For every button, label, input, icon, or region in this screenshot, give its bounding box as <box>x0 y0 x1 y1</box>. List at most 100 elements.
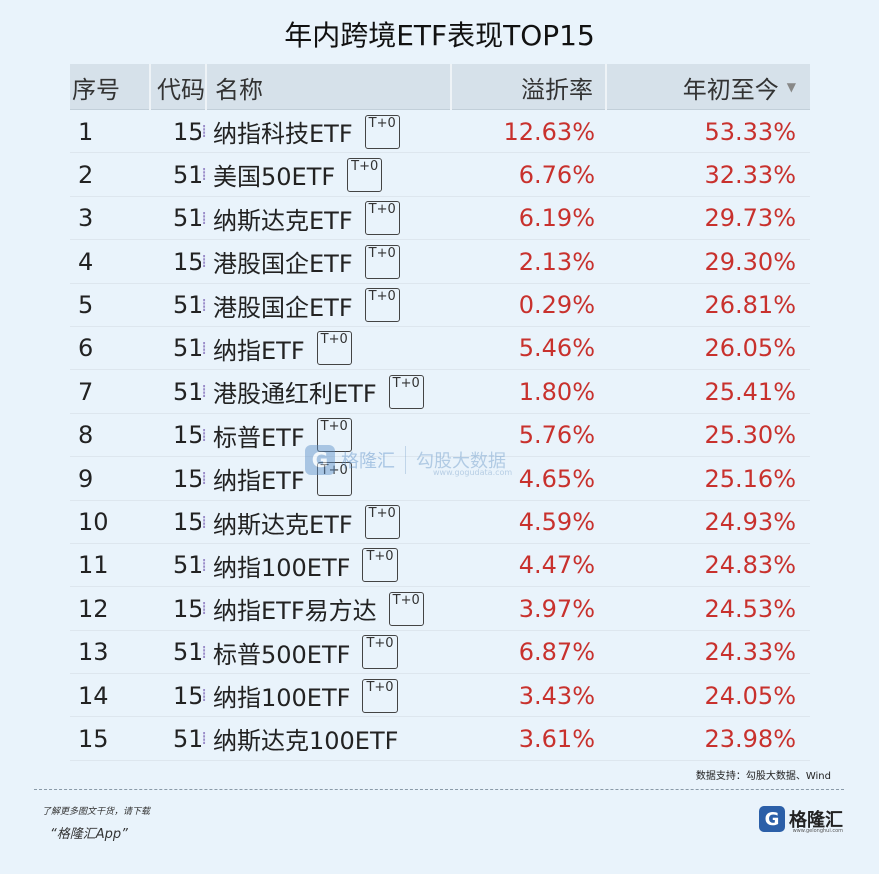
row-code-value: 15 <box>173 117 202 146</box>
table-row[interactable]: 13 51 ⁞ 标普500ETF T+0 6.87% 24.33% <box>70 631 810 675</box>
row-code-value: 51 <box>173 724 202 753</box>
row-premium: 6.19% <box>518 204 595 233</box>
row-ytd: 24.93% <box>704 508 796 537</box>
row-index: 1 <box>78 117 94 146</box>
row-name: 标普500ETF T+0 <box>207 631 452 674</box>
t0-badge: T+0 <box>362 635 398 670</box>
row-name: 纳指ETF T+0 <box>207 327 452 370</box>
row-name: 纳指科技ETF T+0 <box>207 110 452 153</box>
row-code: 15 ⁞ <box>151 240 207 283</box>
truncation-icon: ⁞ <box>201 554 207 576</box>
row-index: 11 <box>78 551 109 580</box>
row-ytd: 25.41% <box>704 377 796 406</box>
table-row[interactable]: 3 51 ⁞ 纳斯达克ETF T+0 6.19% 29.73% <box>70 197 810 241</box>
row-premium: 4.47% <box>518 551 595 580</box>
row-ytd: 24.53% <box>704 594 796 623</box>
t0-badge: T+0 <box>388 591 424 626</box>
row-index: 2 <box>78 160 94 189</box>
t0-badge: T+0 <box>316 418 352 453</box>
t0-badge: T+0 <box>388 374 424 409</box>
row-code-value: 15 <box>173 594 202 623</box>
row-code-value: 51 <box>173 291 202 320</box>
footer-brand[interactable]: G 格隆汇 www.gelonghui.com <box>759 806 843 834</box>
t0-badge: T+0 <box>362 548 398 583</box>
row-name-label: 港股通红利ETF <box>213 380 377 409</box>
t0-badge: T+0 <box>364 201 400 236</box>
header-code[interactable]: 代码 <box>151 64 207 110</box>
row-index: 8 <box>78 421 94 450</box>
t0-badge: T+0 <box>364 114 400 149</box>
row-code: 15 ⁞ <box>151 674 207 717</box>
etf-table: 序号 代码 名称 溢折率 年初至今 ▼ 1 15 ⁞ 纳指科技ETF T+0 12.63%… <box>70 64 810 761</box>
row-name: 标普ETF T+0 <box>207 414 452 457</box>
table-row[interactable]: 6 51 ⁞ 纳指ETF T+0 5.46% 26.05% <box>70 327 810 371</box>
t0-badge: T+0 <box>316 461 352 496</box>
table-row[interactable]: 1 15 ⁞ 纳指科技ETF T+0 12.63% 53.33% <box>70 110 810 154</box>
row-code: 51 ⁞ <box>151 153 207 196</box>
table-row[interactable]: 10 15 ⁞ 纳斯达克ETF T+0 4.59% 24.93% <box>70 501 810 544</box>
truncation-icon: ⁞ <box>201 641 207 663</box>
row-code-value: 15 <box>173 681 202 710</box>
row-premium: 0.29% <box>518 291 595 320</box>
row-name-label: 纳指100ETF <box>213 684 351 713</box>
row-name-label: 纳斯达克ETF <box>213 510 353 539</box>
header-ytd[interactable]: 年初至今 ▼ <box>607 64 810 110</box>
row-name-label: 纳指科技ETF <box>213 120 353 148</box>
truncation-icon: ⁞ <box>201 121 207 142</box>
truncation-icon: ⁞ <box>201 728 207 750</box>
row-premium: 4.65% <box>518 464 595 493</box>
table-body: 1 15 ⁞ 纳指科技ETF T+0 12.63% 53.33% 2 51 ⁞ 美国50ETF T+0… <box>70 110 810 761</box>
row-premium: 1.80% <box>518 377 595 406</box>
truncation-icon: ⁞ <box>201 424 207 446</box>
row-ytd: 26.81% <box>704 291 796 320</box>
row-name: 纳指ETF易方达 T+0 <box>207 587 452 630</box>
row-code-value: 51 <box>173 334 202 363</box>
table-row[interactable]: 12 15 ⁞ 纳指ETF易方达 T+0 3.97% 24.53% <box>70 587 810 631</box>
table-row[interactable]: 7 51 ⁞ 港股通红利ETF T+0 1.80% 25.41% <box>70 370 810 414</box>
row-name: 纳斯达克ETF T+0 <box>207 197 452 240</box>
header-name[interactable]: 名称 <box>207 64 452 110</box>
table-row[interactable]: 15 51 ⁞ 纳斯达克100ETF 3.61% 23.98% <box>70 717 810 761</box>
table-row[interactable]: 14 15 ⁞ 纳指100ETF T+0 3.43% 24.05% <box>70 674 810 718</box>
sort-desc-icon[interactable]: ▼ <box>786 80 796 94</box>
data-source-note: 数据支持：勾股大数据、Wind <box>695 771 831 782</box>
row-premium: 3.43% <box>518 681 595 710</box>
footer-download-prompt: 了解更多图文干货，请下载 <box>42 807 151 817</box>
row-name: 港股国企ETF T+0 <box>207 284 452 327</box>
row-name-label: 纳斯达克ETF <box>213 206 353 235</box>
table-row[interactable]: 11 51 ⁞ 纳指100ETF T+0 4.47% 24.83% <box>70 544 810 588</box>
row-code: 51 ⁞ <box>151 717 207 760</box>
row-code-value: 51 <box>173 160 202 189</box>
row-premium: 3.97% <box>518 594 595 623</box>
row-name-label: 标普ETF <box>213 423 305 452</box>
table-row[interactable]: 9 15 ⁞ 纳指ETF T+0 4.65% 25.16% <box>70 457 810 501</box>
row-code: 15 ⁞ <box>151 457 207 500</box>
row-index: 15 <box>78 724 109 753</box>
row-index: 7 <box>78 377 94 406</box>
header-index[interactable]: 序号 <box>70 64 151 110</box>
row-ytd: 25.30% <box>704 421 796 450</box>
row-code: 51 ⁞ <box>151 544 207 587</box>
page-title: 年内跨境ETF表现TOP15 <box>284 19 595 52</box>
footer-divider <box>34 789 844 790</box>
header-premium[interactable]: 溢折率 <box>452 64 607 110</box>
table-row[interactable]: 8 15 ⁞ 标普ETF T+0 5.76% 25.30% <box>70 414 810 458</box>
row-code: 15 ⁞ <box>151 110 207 153</box>
table-row[interactable]: 4 15 ⁞ 港股国企ETF T+0 2.13% 29.30% <box>70 240 810 284</box>
row-premium: 5.46% <box>518 334 595 363</box>
row-code: 15 ⁞ <box>151 414 207 457</box>
row-premium: 12.63% <box>503 117 595 146</box>
row-code-value: 15 <box>173 508 202 537</box>
row-code-value: 51 <box>173 377 202 406</box>
t0-badge: T+0 <box>347 157 383 192</box>
header-ytd-label: 年初至今 <box>682 75 779 104</box>
row-name: 纳指ETF T+0 <box>207 457 452 500</box>
row-index: 3 <box>78 204 94 233</box>
row-name: 美国50ETF T+0 <box>207 153 452 196</box>
table-row[interactable]: 5 51 ⁞ 港股国企ETF T+0 0.29% 26.81% <box>70 284 810 327</box>
row-code: 15 ⁞ <box>151 501 207 544</box>
row-code: 15 ⁞ <box>151 587 207 630</box>
table-row[interactable]: 2 51 ⁞ 美国50ETF T+0 6.76% 32.33% <box>70 153 810 197</box>
row-code: 51 ⁞ <box>151 284 207 327</box>
row-name: 港股通红利ETF T+0 <box>207 370 452 413</box>
